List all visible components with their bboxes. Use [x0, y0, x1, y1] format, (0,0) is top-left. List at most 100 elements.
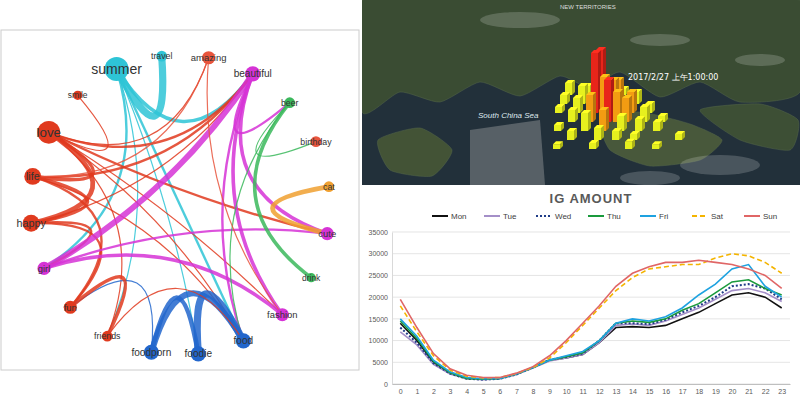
- grid: [392, 232, 790, 384]
- x-tick-label: 19: [712, 388, 720, 395]
- cloud: [680, 155, 760, 175]
- x-tick: 13: [612, 384, 620, 395]
- bar-top: [591, 50, 601, 53]
- y-tick: 5000: [372, 359, 392, 366]
- y-tick: 30000: [369, 250, 392, 257]
- edge: [70, 277, 125, 336]
- node-label: summer: [91, 61, 142, 77]
- region-label: NEW TERRITORIES: [560, 4, 616, 10]
- bar: [567, 128, 577, 140]
- grid-line: [392, 275, 790, 276]
- grid-line: [392, 297, 790, 298]
- bar-top: [573, 95, 583, 98]
- grid-line: [392, 232, 790, 233]
- x-tick-label: 5: [482, 388, 486, 395]
- x-tick-label: 9: [548, 388, 552, 395]
- node-label: love: [37, 125, 61, 140]
- node-label: cat: [323, 182, 335, 192]
- bar: [554, 122, 564, 131]
- x-tick-label: 21: [745, 388, 753, 395]
- series-line: [400, 288, 781, 379]
- edge: [44, 229, 327, 268]
- y-tick-label: 0: [384, 381, 388, 388]
- x-tick-label: 20: [729, 388, 737, 395]
- bar-top: [658, 113, 668, 116]
- series-line: [400, 284, 781, 380]
- bar: [568, 107, 578, 122]
- bar-top: [565, 80, 575, 83]
- bar-front: [589, 143, 596, 149]
- cloud: [735, 54, 785, 66]
- chart-title: IG AMOUNT: [550, 191, 633, 206]
- bar: [612, 128, 622, 140]
- x-tick: 6: [498, 384, 502, 395]
- lines: [400, 254, 781, 380]
- network-panel: [1, 30, 359, 370]
- cloud: [480, 12, 560, 28]
- legend-item: Mon: [432, 212, 467, 221]
- bar-side: [588, 110, 591, 131]
- x-tick-label: 6: [498, 388, 502, 395]
- cloud: [620, 171, 680, 185]
- legend-label: Sun: [763, 212, 777, 221]
- node-label: birthday: [300, 137, 332, 147]
- x-tick-label: 14: [629, 388, 637, 395]
- legend-label: Mon: [451, 212, 467, 221]
- legend-label: Tue: [503, 212, 517, 221]
- y-axis-line: [392, 233, 393, 385]
- bars: [553, 47, 685, 149]
- bar-top: [594, 125, 604, 128]
- x-tick-label: 2: [432, 388, 436, 395]
- bar-front: [612, 131, 619, 140]
- x-tick-label: 13: [612, 388, 620, 395]
- edge: [44, 255, 282, 315]
- node: [37, 262, 50, 275]
- series-line: [400, 260, 781, 377]
- x-tick: 18: [695, 384, 703, 395]
- bar: [653, 119, 663, 131]
- edge: [107, 288, 243, 340]
- node: [64, 301, 77, 314]
- node: [24, 168, 41, 185]
- x-tick: 23: [778, 384, 786, 395]
- bar-front: [652, 144, 659, 149]
- x-tick-label: 10: [563, 388, 571, 395]
- bar-side: [634, 89, 637, 113]
- edge: [240, 74, 327, 234]
- land: [362, 0, 800, 114]
- bar: [635, 116, 645, 131]
- bar-top: [568, 107, 578, 110]
- node-label: beautiful: [234, 68, 272, 79]
- x-tick-label: 7: [515, 388, 519, 395]
- x-tick-label: 11: [580, 388, 587, 395]
- map: [362, 0, 800, 185]
- bar-top: [613, 89, 623, 92]
- overlay: [470, 120, 545, 185]
- legend-item: Sat: [692, 212, 724, 221]
- y-tick: 25000: [369, 272, 392, 279]
- x-tick-label: 4: [465, 388, 469, 395]
- bar-top: [555, 104, 565, 107]
- legend-label: Wed: [555, 212, 571, 221]
- x-tick: 1: [415, 384, 419, 395]
- legend-item: Thu: [588, 212, 621, 221]
- y-tick-label: 25000: [369, 272, 389, 279]
- bar-top: [635, 116, 645, 119]
- bar-top: [560, 92, 570, 95]
- x-tick: 21: [745, 384, 753, 395]
- edge: [33, 74, 253, 177]
- node-label: food: [234, 335, 254, 346]
- bar-top: [675, 131, 685, 134]
- legend-swatch: [484, 215, 500, 217]
- series-line: [400, 265, 781, 379]
- legend-swatch: [640, 215, 656, 217]
- bar-top: [622, 95, 632, 98]
- bar-side: [624, 113, 627, 131]
- nodes: [23, 51, 335, 362]
- x-tick-label: 1: [415, 388, 419, 395]
- bar-side: [580, 95, 583, 113]
- bar-front: [560, 95, 567, 104]
- x-tick-label: 15: [646, 388, 654, 395]
- bar-front: [625, 142, 632, 149]
- node-label: amazing: [191, 52, 227, 63]
